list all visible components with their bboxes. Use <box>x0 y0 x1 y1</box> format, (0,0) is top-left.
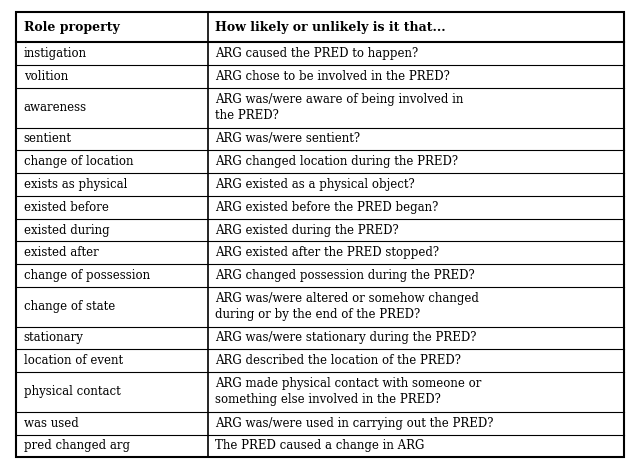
Text: something else involved in the PRED?: something else involved in the PRED? <box>215 393 441 407</box>
Text: ARG was/were sentient?: ARG was/were sentient? <box>215 132 360 145</box>
Text: ARG existed as a physical object?: ARG existed as a physical object? <box>215 178 415 191</box>
Text: the PRED?: the PRED? <box>215 109 279 122</box>
Text: during or by the end of the PRED?: during or by the end of the PRED? <box>215 308 420 321</box>
Text: existed before: existed before <box>24 201 109 214</box>
Text: ARG chose to be involved in the PRED?: ARG chose to be involved in the PRED? <box>215 70 450 83</box>
Text: physical contact: physical contact <box>24 386 120 399</box>
Text: ARG changed possession during the PRED?: ARG changed possession during the PRED? <box>215 269 475 282</box>
Text: exists as physical: exists as physical <box>24 178 127 191</box>
Text: ARG existed during the PRED?: ARG existed during the PRED? <box>215 224 399 236</box>
Text: volition: volition <box>24 70 68 83</box>
Text: existed after: existed after <box>24 246 99 259</box>
Text: Role property: Role property <box>24 21 120 34</box>
Text: How likely or unlikely is it that...: How likely or unlikely is it that... <box>215 21 446 34</box>
Text: ARG changed location during the PRED?: ARG changed location during the PRED? <box>215 155 458 168</box>
Text: sentient: sentient <box>24 132 72 145</box>
Text: change of location: change of location <box>24 155 133 168</box>
Text: was used: was used <box>24 416 79 430</box>
Text: stationary: stationary <box>24 332 84 344</box>
Text: change of state: change of state <box>24 300 115 313</box>
Text: ARG existed after the PRED stopped?: ARG existed after the PRED stopped? <box>215 246 439 259</box>
Text: ARG was/were aware of being involved in: ARG was/were aware of being involved in <box>215 93 463 106</box>
Text: ARG described the location of the PRED?: ARG described the location of the PRED? <box>215 354 461 367</box>
Text: ARG caused the PRED to happen?: ARG caused the PRED to happen? <box>215 47 419 61</box>
Text: ARG was/were used in carrying out the PRED?: ARG was/were used in carrying out the PR… <box>215 416 493 430</box>
Text: change of possession: change of possession <box>24 269 150 282</box>
Text: ARG made physical contact with someone or: ARG made physical contact with someone o… <box>215 378 481 391</box>
Text: pred changed arg: pred changed arg <box>24 439 130 453</box>
Text: ARG existed before the PRED began?: ARG existed before the PRED began? <box>215 201 438 214</box>
Text: location of event: location of event <box>24 354 123 367</box>
Text: existed during: existed during <box>24 224 109 236</box>
Text: The PRED caused a change in ARG: The PRED caused a change in ARG <box>215 439 424 453</box>
Text: ARG was/were altered or somehow changed: ARG was/were altered or somehow changed <box>215 292 479 305</box>
Text: ARG was/were stationary during the PRED?: ARG was/were stationary during the PRED? <box>215 332 477 344</box>
Text: instigation: instigation <box>24 47 87 61</box>
Text: awareness: awareness <box>24 101 87 114</box>
